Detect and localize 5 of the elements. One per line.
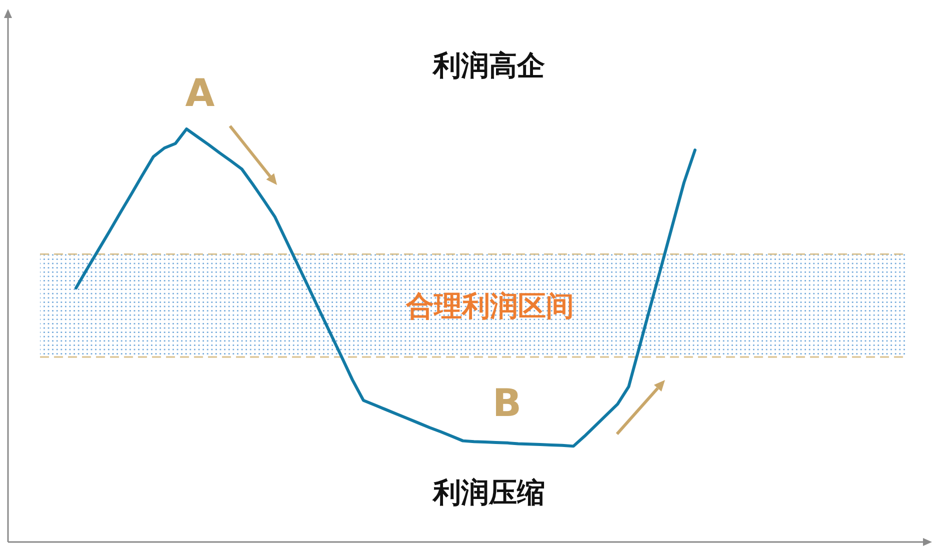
text: A (185, 71, 216, 115)
text: 利润高企 (432, 48, 545, 82)
band-label: 合理利润区间 (405, 289, 574, 322)
annotation: B (492, 381, 522, 425)
annotation: 利润压缩 (432, 476, 545, 508)
